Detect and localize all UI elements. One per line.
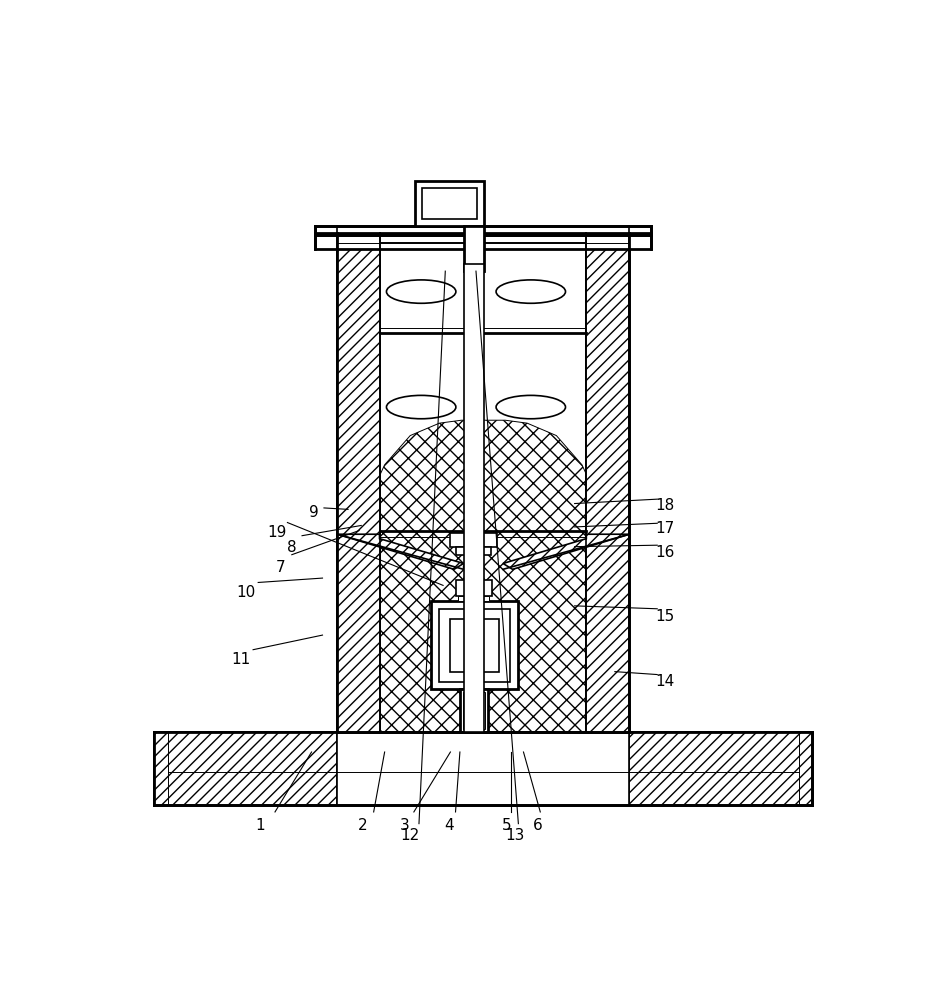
Bar <box>422 188 477 219</box>
Polygon shape <box>338 534 464 569</box>
Text: 12: 12 <box>401 828 420 843</box>
Bar <box>456 547 491 555</box>
Text: 16: 16 <box>654 545 674 560</box>
Text: 15: 15 <box>654 609 674 624</box>
Polygon shape <box>503 534 630 569</box>
Bar <box>315 233 652 249</box>
Text: 10: 10 <box>236 585 256 600</box>
Bar <box>338 732 630 805</box>
Text: 1: 1 <box>256 818 265 833</box>
Text: 13: 13 <box>505 828 524 843</box>
Bar <box>155 732 812 805</box>
Text: 4: 4 <box>444 818 454 833</box>
Text: 7: 7 <box>275 560 285 575</box>
Text: 19: 19 <box>268 525 287 540</box>
Ellipse shape <box>464 563 484 572</box>
Ellipse shape <box>464 575 484 584</box>
Polygon shape <box>338 420 630 732</box>
Bar <box>463 692 485 729</box>
Polygon shape <box>155 732 338 805</box>
Bar <box>464 264 484 732</box>
Text: 8: 8 <box>287 540 297 555</box>
Bar <box>415 181 484 226</box>
Text: 3: 3 <box>400 818 409 833</box>
Text: 14: 14 <box>654 674 674 689</box>
Bar <box>451 619 499 672</box>
Polygon shape <box>587 233 630 732</box>
Bar <box>458 596 489 601</box>
Bar <box>455 580 492 596</box>
Ellipse shape <box>496 280 566 303</box>
Text: 11: 11 <box>231 652 250 667</box>
Text: 2: 2 <box>358 818 368 833</box>
Text: 6: 6 <box>533 818 543 833</box>
Text: 5: 5 <box>502 818 511 833</box>
Bar <box>315 226 652 235</box>
Ellipse shape <box>387 395 455 419</box>
Polygon shape <box>338 233 379 732</box>
Text: 18: 18 <box>654 497 674 512</box>
Bar <box>439 609 509 682</box>
Bar <box>451 533 497 547</box>
Bar <box>431 601 519 689</box>
Text: 17: 17 <box>654 521 674 536</box>
Bar <box>460 689 488 732</box>
Ellipse shape <box>387 280 455 303</box>
Polygon shape <box>630 732 812 805</box>
Ellipse shape <box>496 395 566 419</box>
Bar <box>464 226 484 271</box>
Text: 9: 9 <box>309 505 319 520</box>
